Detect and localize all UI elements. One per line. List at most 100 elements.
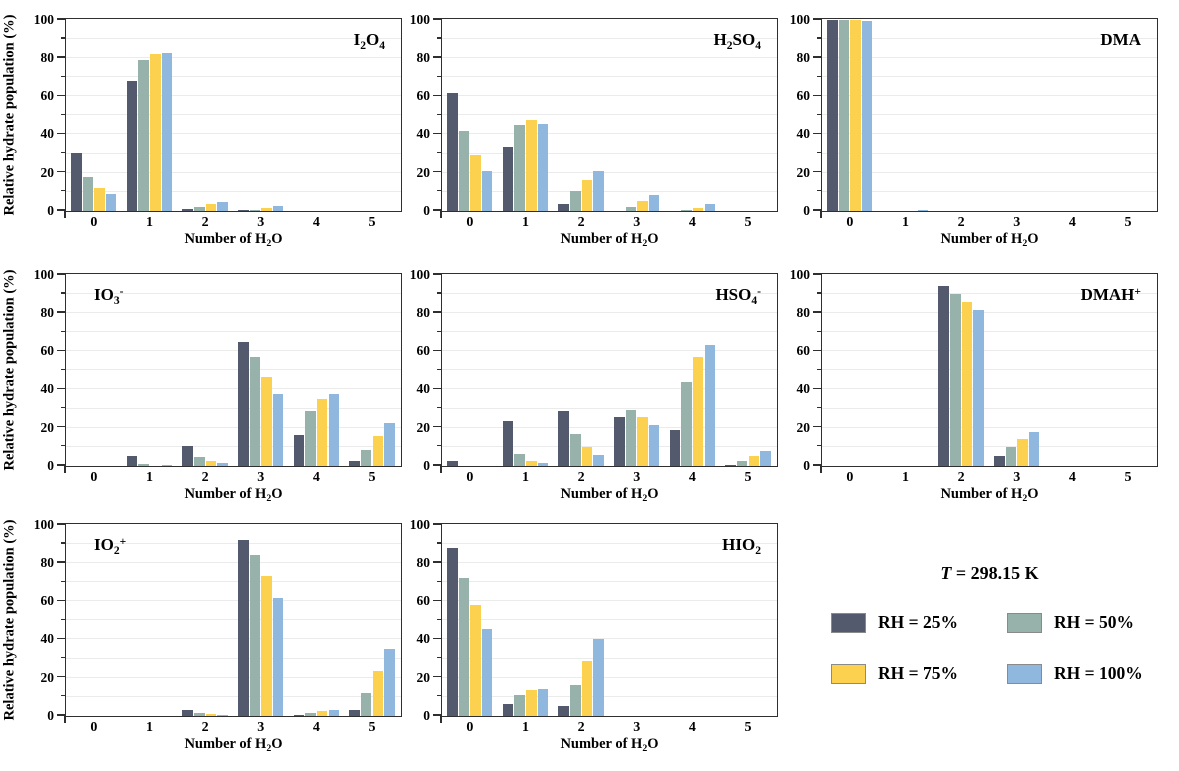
bar-75-x3 (1017, 439, 1028, 466)
bar-75-x0 (470, 154, 481, 211)
y-tick (433, 637, 441, 640)
panel-title: IO3- (94, 284, 124, 307)
x-tick-label: 4 (312, 720, 320, 735)
gridline (442, 369, 777, 371)
y-tick (813, 425, 821, 428)
panel-title: DMA (1100, 30, 1141, 49)
bar-50-x0 (458, 130, 470, 211)
gridline (822, 114, 1157, 116)
gridline (442, 190, 777, 192)
y-tick-label: 0 (47, 707, 54, 723)
y-minor-tick (437, 292, 441, 294)
x-axis-title: Number of H2O (560, 231, 659, 250)
x-tick-label: 5 (1124, 470, 1132, 485)
gridline (822, 293, 1157, 295)
y-tick (433, 209, 441, 211)
y-tick-label: 60 (416, 593, 431, 609)
bar-25-x0 (447, 548, 458, 716)
gridline (822, 76, 1157, 78)
gridline (822, 133, 1157, 135)
bar-75-x5 (748, 456, 760, 466)
x-tick-label: 1 (145, 470, 153, 485)
bar-50-x0 (838, 20, 850, 211)
y-tick (433, 349, 441, 352)
x-tick-label: 5 (368, 215, 376, 230)
y-tick-label: 80 (416, 50, 431, 66)
bar-25-x5 (349, 710, 360, 716)
y-tick-label: 80 (796, 305, 811, 321)
bar-50-x4 (681, 382, 692, 466)
gridline (66, 76, 401, 78)
gridline (442, 133, 777, 135)
bar-50-x3 (1005, 446, 1017, 466)
y-tick-label: 0 (423, 202, 430, 218)
y-minor-tick (61, 695, 65, 697)
y-minor-tick (437, 330, 441, 332)
bar-75-x5 (372, 671, 384, 716)
y-minor-tick (437, 580, 441, 582)
x-corner-tick (64, 466, 66, 473)
y-tick (433, 675, 441, 678)
panel-title: I2O4 (353, 30, 385, 52)
gridline (822, 57, 1157, 59)
bar-75-x3 (637, 417, 648, 466)
x-tick-label: 1 (521, 470, 529, 485)
y-tick (813, 273, 821, 275)
y-tick (433, 599, 441, 602)
gridline (822, 426, 1157, 428)
y-tick-label: 80 (40, 305, 55, 321)
bar-75-x2 (581, 180, 593, 211)
bar-25-x0 (447, 461, 458, 466)
bar-75-x1 (526, 120, 537, 211)
gridline (66, 171, 401, 173)
gridline (822, 38, 1157, 40)
gridline (442, 562, 777, 564)
bar-100-x2 (217, 715, 228, 716)
bar-100-x0 (105, 193, 117, 211)
y-tick (57, 18, 65, 20)
y-tick-label: 0 (803, 202, 810, 218)
y-tick-label: 100 (33, 12, 54, 27)
bar-100-x3 (272, 597, 284, 716)
y-tick (57, 170, 65, 173)
y-tick-label: 40 (796, 381, 811, 397)
gridline (66, 152, 401, 154)
x-tick-label: 0 (90, 215, 98, 230)
gridline (822, 407, 1157, 409)
y-minor-tick (61, 445, 65, 447)
bar-100-x1 (537, 689, 549, 716)
bar-50-x4 (681, 210, 692, 211)
gridline (442, 331, 777, 333)
x-tick-label: 4 (688, 720, 696, 735)
x-tick-label: 5 (744, 470, 752, 485)
x-tick-label: 0 (466, 720, 474, 735)
y-tick (57, 387, 65, 390)
bar-25-x3 (614, 417, 625, 466)
bar-100-x1 (161, 52, 173, 211)
bar-25-x3 (238, 539, 249, 716)
bar-75-x2 (205, 714, 217, 716)
y-tick (57, 425, 65, 428)
y-tick-label: 0 (423, 707, 430, 723)
y-minor-tick (437, 75, 441, 77)
y-tick-label: 0 (47, 202, 54, 218)
bar-100-x5 (760, 450, 771, 466)
x-axis-title: Number of H2O (560, 736, 659, 755)
chart-panel-io2: 0 20 40 60 80 100 0 1 2 3 4 5 Number of H2O Relative … (2, 518, 402, 754)
legend-swatch-rh50 (1007, 612, 1042, 633)
bar-50-x5 (360, 693, 372, 716)
x-corner-tick (64, 716, 66, 723)
x-axis-title: Number of H2O (940, 486, 1039, 505)
legend-entries: RH = 25% RH = 50% RH = 75% RH = 100% (821, 612, 1158, 684)
x-tick-label: 2 (577, 720, 585, 735)
bar-50-x3 (249, 357, 261, 466)
bar-75-x2 (581, 446, 593, 466)
y-tick-label: 80 (40, 50, 55, 66)
bar-75-x2 (961, 301, 973, 466)
x-tick-label: 3 (1013, 215, 1021, 230)
bar-50-x0 (458, 577, 470, 716)
x-tick-label: 4 (1068, 215, 1076, 230)
bar-75-x3 (261, 377, 272, 466)
y-tick (813, 18, 821, 20)
